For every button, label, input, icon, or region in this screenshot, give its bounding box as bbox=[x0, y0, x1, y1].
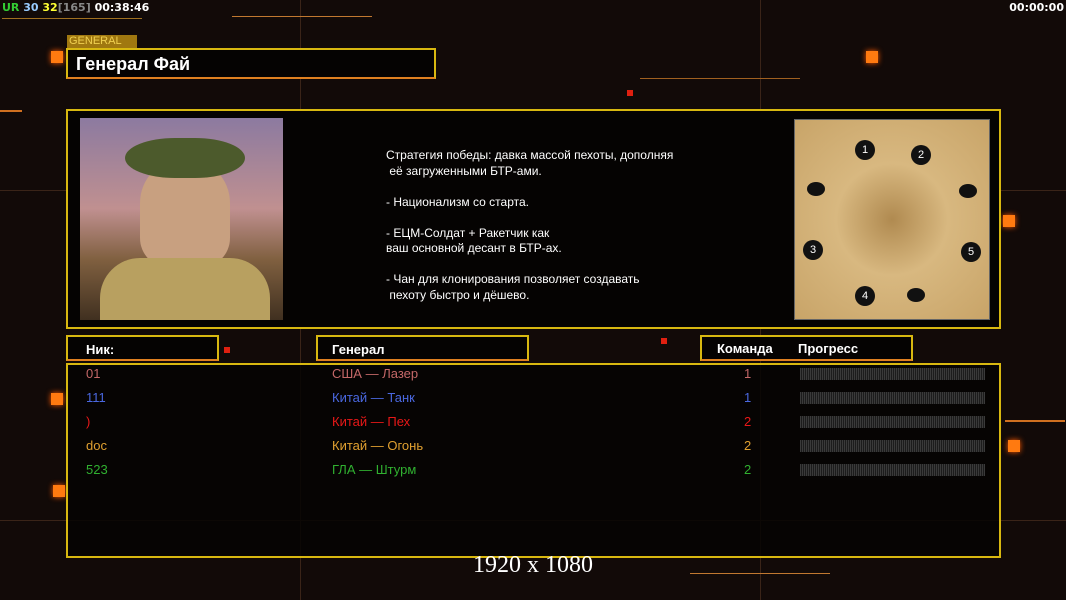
start-position-2: 2 bbox=[911, 145, 931, 165]
player-general: Китай — Огонь bbox=[332, 438, 424, 453]
hud-value-2: 32 bbox=[42, 1, 58, 14]
player-team: 2 bbox=[744, 438, 752, 453]
general-portrait bbox=[80, 118, 283, 320]
player-nick: 111 bbox=[86, 390, 106, 405]
player-row: ) Китай — Пех 2 bbox=[0, 414, 1066, 434]
resolution-label: 1920 x 1080 bbox=[473, 552, 593, 578]
player-progress-bar bbox=[800, 416, 985, 428]
player-row: 111 Китай — Танк 1 bbox=[0, 390, 1066, 410]
minimap: 1 2 3 4 5 bbox=[794, 119, 990, 320]
header-team-progress: Команда Прогресс bbox=[700, 335, 913, 361]
player-nick: ) bbox=[86, 414, 91, 429]
player-row: 523 ГЛА — Штурм 2 bbox=[0, 462, 1066, 482]
player-row: 01 США — Лазер 1 bbox=[0, 366, 1066, 386]
general-description: Стратегия победы: давка массой пехоты, д… bbox=[386, 148, 674, 302]
player-progress-bar bbox=[800, 440, 985, 452]
general-tag: GENERAL bbox=[67, 35, 137, 48]
header-progress-label: Прогресс bbox=[798, 341, 859, 356]
player-team: 2 bbox=[744, 462, 752, 477]
title-box: Генерал Фай bbox=[66, 48, 436, 79]
player-nick: 523 bbox=[86, 462, 108, 477]
player-general: Китай — Танк bbox=[332, 390, 415, 405]
start-position-1: 1 bbox=[855, 140, 875, 160]
player-team: 1 bbox=[744, 366, 752, 381]
hud-time: 00:38:46 bbox=[94, 1, 150, 14]
player-progress-bar bbox=[800, 464, 985, 476]
page-title: Генерал Фай bbox=[76, 54, 191, 74]
header-nick: Ник: bbox=[66, 335, 219, 361]
player-team: 1 bbox=[744, 390, 752, 405]
header-team-label: Команда bbox=[717, 341, 773, 356]
start-position-5: 5 bbox=[961, 242, 981, 262]
hud-value-1: 30 bbox=[23, 1, 39, 14]
player-progress-bar bbox=[800, 392, 985, 404]
player-general: США — Лазер bbox=[332, 366, 419, 381]
player-nick: 01 bbox=[86, 366, 101, 381]
player-row: doc Китай — Огонь 2 bbox=[0, 438, 1066, 458]
hud-right-time: 00:00:00 bbox=[1009, 1, 1064, 14]
header-general-label: Генерал bbox=[332, 342, 385, 357]
start-position-3: 3 bbox=[803, 240, 823, 260]
player-team: 2 bbox=[744, 414, 752, 429]
hud-bracket: [165] bbox=[57, 1, 91, 14]
player-general: ГЛА — Штурм bbox=[332, 462, 417, 477]
hud-stats: UR 30 32[165] 00:38:46 bbox=[2, 1, 149, 14]
player-nick: doc bbox=[86, 438, 107, 453]
start-position-4: 4 bbox=[855, 286, 875, 306]
header-general: Генерал bbox=[316, 335, 529, 361]
player-progress-bar bbox=[800, 368, 985, 380]
player-general: Китай — Пех bbox=[332, 414, 411, 429]
header-nick-label: Ник: bbox=[86, 342, 115, 357]
hud-ur: UR bbox=[2, 1, 20, 14]
